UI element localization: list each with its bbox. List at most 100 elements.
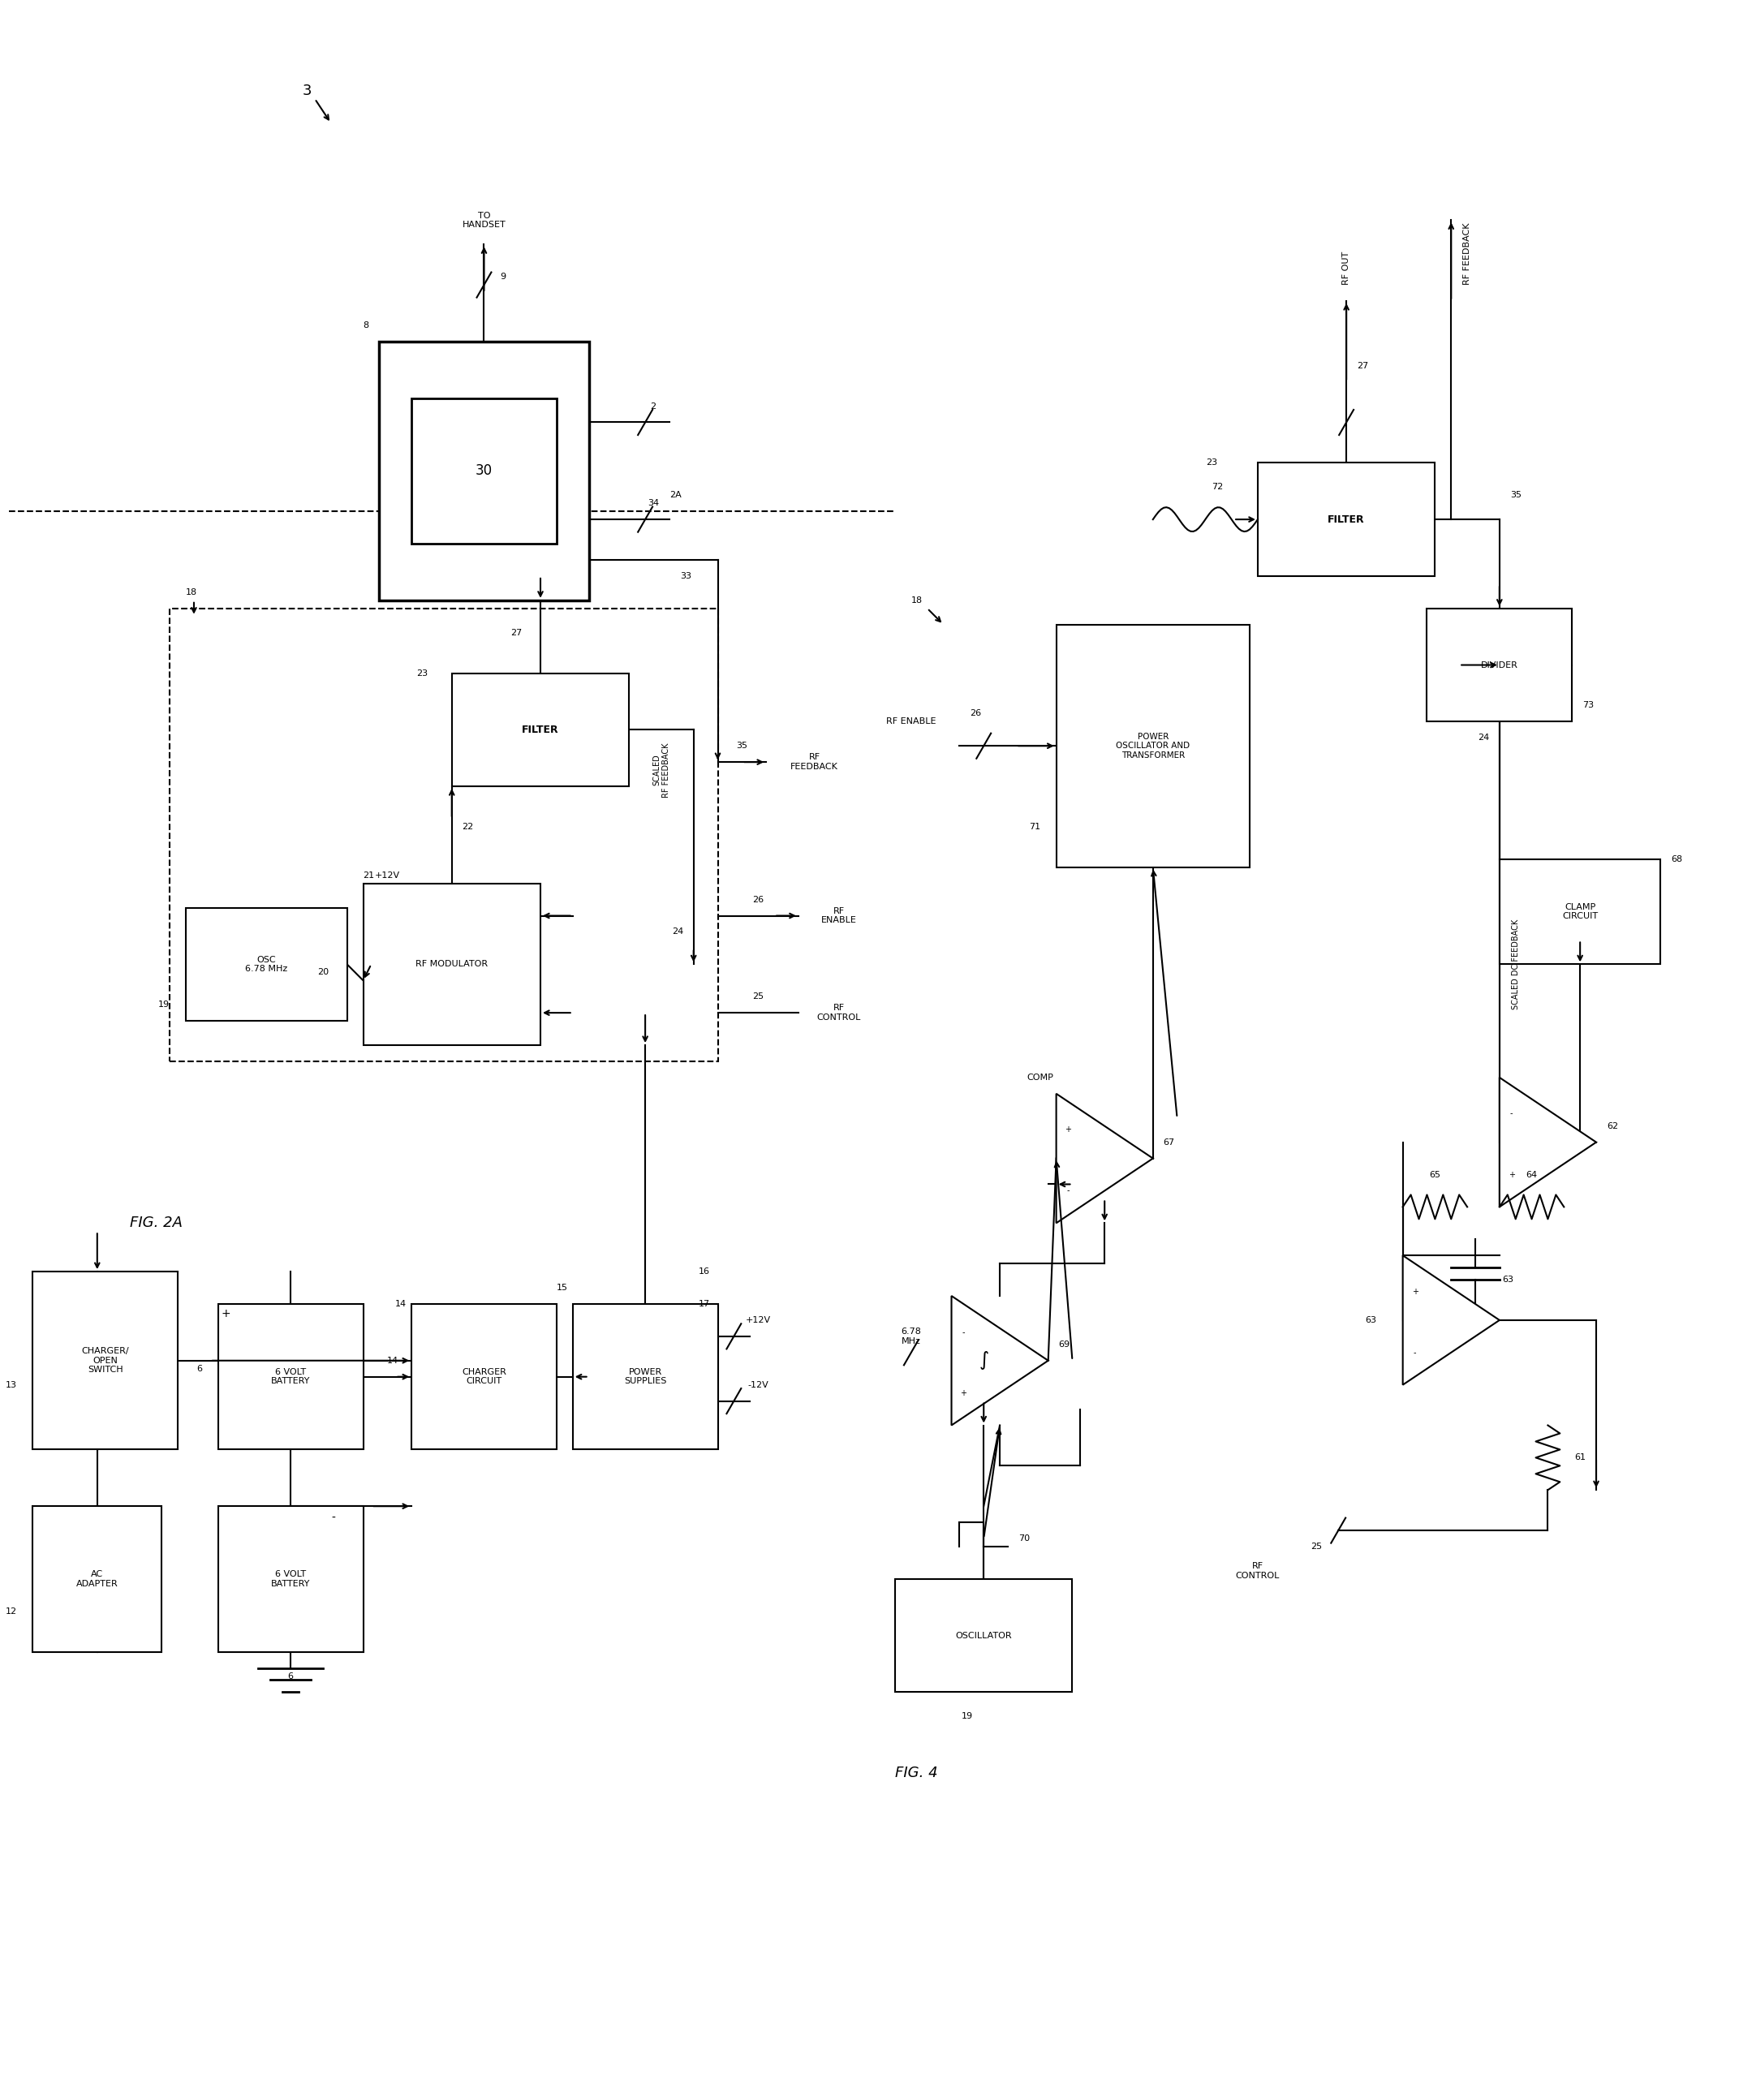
Text: CHARGER/
OPEN
SWITCH: CHARGER/ OPEN SWITCH: [82, 1346, 129, 1373]
FancyBboxPatch shape: [363, 884, 541, 1046]
Polygon shape: [1056, 1094, 1153, 1222]
Text: -: -: [1509, 1109, 1513, 1117]
Text: 63: 63: [1365, 1317, 1376, 1325]
Polygon shape: [951, 1296, 1049, 1426]
Text: +: +: [221, 1308, 231, 1319]
Text: AC
ADAPTER: AC ADAPTER: [77, 1571, 118, 1588]
Text: +: +: [1412, 1287, 1417, 1296]
Text: -: -: [1068, 1186, 1069, 1195]
FancyBboxPatch shape: [33, 1273, 177, 1449]
Text: +: +: [1064, 1126, 1071, 1134]
FancyBboxPatch shape: [1257, 462, 1435, 575]
Text: 27: 27: [511, 628, 522, 636]
Text: 2A: 2A: [670, 491, 682, 500]
Text: 18: 18: [186, 588, 197, 596]
Text: 33: 33: [680, 571, 690, 580]
Text: 16: 16: [699, 1268, 710, 1275]
Text: 14: 14: [395, 1300, 407, 1308]
Text: +: +: [1508, 1170, 1515, 1178]
Text: 3: 3: [303, 84, 311, 99]
Text: 25: 25: [753, 993, 763, 1002]
FancyBboxPatch shape: [217, 1506, 363, 1653]
Text: OSCILLATOR: OSCILLATOR: [955, 1632, 1012, 1640]
FancyBboxPatch shape: [217, 1304, 363, 1449]
Text: +12V: +12V: [374, 872, 400, 880]
Text: RF MODULATOR: RF MODULATOR: [416, 960, 489, 968]
Text: $\int$: $\int$: [979, 1350, 989, 1371]
FancyBboxPatch shape: [170, 609, 718, 1060]
FancyBboxPatch shape: [572, 1304, 718, 1449]
Text: RF FEEDBACK: RF FEEDBACK: [1462, 223, 1471, 286]
Text: RF
CONTROL: RF CONTROL: [817, 1004, 861, 1021]
Text: FIG. 4: FIG. 4: [896, 1766, 937, 1781]
Text: CHARGER
CIRCUIT: CHARGER CIRCUIT: [463, 1367, 506, 1386]
Text: 64: 64: [1527, 1170, 1537, 1178]
Text: 23: 23: [1205, 458, 1217, 466]
Text: +: +: [960, 1388, 967, 1397]
Text: 62: 62: [1607, 1121, 1617, 1130]
Text: -: -: [330, 1512, 336, 1525]
Text: POWER
OSCILLATOR AND
TRANSFORMER: POWER OSCILLATOR AND TRANSFORMER: [1116, 733, 1189, 760]
Text: 35: 35: [736, 741, 748, 750]
Text: RF
FEEDBACK: RF FEEDBACK: [791, 754, 838, 771]
Text: 24: 24: [1478, 733, 1489, 741]
Text: 6 VOLT
BATTERY: 6 VOLT BATTERY: [271, 1571, 310, 1588]
Text: -12V: -12V: [748, 1382, 769, 1388]
Text: CLAMP
CIRCUIT: CLAMP CIRCUIT: [1562, 903, 1598, 920]
Text: 73: 73: [1582, 701, 1595, 710]
FancyBboxPatch shape: [896, 1579, 1073, 1693]
FancyBboxPatch shape: [1056, 624, 1250, 867]
FancyBboxPatch shape: [452, 674, 630, 785]
Text: SCALED DC FEEDBACK: SCALED DC FEEDBACK: [1511, 920, 1520, 1010]
Text: 19: 19: [158, 1000, 170, 1008]
FancyBboxPatch shape: [1499, 859, 1661, 964]
Text: 25: 25: [1311, 1544, 1322, 1550]
Text: 8: 8: [363, 321, 369, 330]
Text: RF
ENABLE: RF ENABLE: [821, 907, 856, 924]
Text: 6.78
MHz: 6.78 MHz: [901, 1327, 922, 1346]
Text: 20: 20: [316, 968, 329, 977]
Text: 12: 12: [5, 1606, 17, 1615]
Text: COMP: COMP: [1026, 1073, 1054, 1082]
Text: RF ENABLE: RF ENABLE: [887, 718, 936, 727]
Text: 2: 2: [650, 401, 656, 410]
Text: 34: 34: [647, 500, 659, 508]
Text: 26: 26: [753, 895, 763, 903]
Text: POWER
SUPPLIES: POWER SUPPLIES: [624, 1367, 666, 1386]
Text: 19: 19: [962, 1711, 974, 1720]
Text: FILTER: FILTER: [1329, 514, 1365, 525]
Text: 67: 67: [1163, 1138, 1176, 1147]
Text: 14: 14: [388, 1357, 398, 1365]
Text: -: -: [962, 1327, 965, 1336]
Text: 71: 71: [1029, 823, 1040, 832]
Text: 13: 13: [5, 1382, 17, 1388]
Text: TO
HANDSET: TO HANDSET: [463, 212, 506, 229]
Text: 63: 63: [1502, 1275, 1513, 1283]
Text: DIVIDER: DIVIDER: [1482, 662, 1518, 670]
Text: 18: 18: [911, 596, 923, 605]
Text: -: -: [1414, 1348, 1416, 1357]
Text: RF OUT: RF OUT: [1343, 252, 1351, 286]
FancyBboxPatch shape: [1428, 609, 1572, 722]
Text: RF
CONTROL: RF CONTROL: [1236, 1562, 1280, 1579]
Text: OSC
6.78 MHz: OSC 6.78 MHz: [245, 956, 287, 972]
Text: SCALED
RF FEEDBACK: SCALED RF FEEDBACK: [652, 743, 670, 798]
Text: 24: 24: [671, 928, 683, 937]
Text: 30: 30: [475, 464, 492, 479]
Text: 17: 17: [699, 1300, 710, 1308]
Text: 22: 22: [463, 823, 473, 832]
Text: 68: 68: [1671, 855, 1683, 863]
FancyBboxPatch shape: [412, 1304, 556, 1449]
Text: 23: 23: [416, 670, 428, 676]
Text: +12V: +12V: [746, 1317, 770, 1325]
Text: FIG. 2A: FIG. 2A: [129, 1216, 183, 1231]
Text: 6 VOLT
BATTERY: 6 VOLT BATTERY: [271, 1367, 310, 1386]
Text: 69: 69: [1059, 1340, 1069, 1348]
Text: 15: 15: [556, 1283, 569, 1292]
Text: 6: 6: [197, 1365, 202, 1373]
Text: FILTER: FILTER: [522, 724, 558, 735]
Polygon shape: [1499, 1077, 1596, 1208]
Text: 9: 9: [501, 273, 506, 281]
FancyBboxPatch shape: [33, 1506, 162, 1653]
Text: 65: 65: [1429, 1170, 1440, 1178]
